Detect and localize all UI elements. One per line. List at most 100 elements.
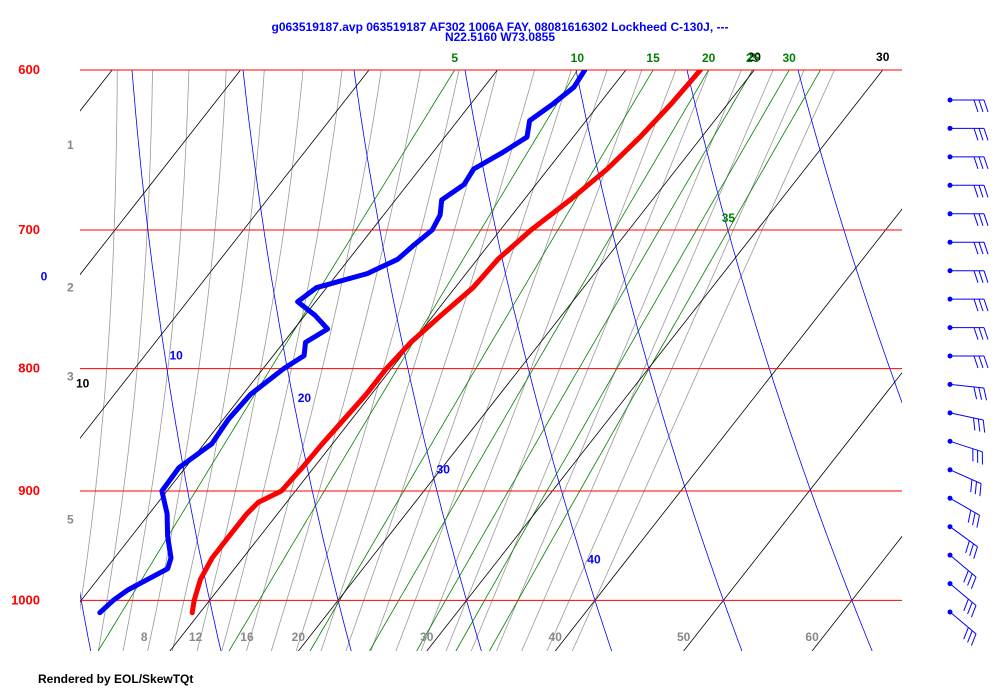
moist-adiabat-line (221, 70, 343, 651)
mixing-ratio-line (489, 70, 821, 651)
wind-barb (947, 381, 988, 401)
isotherms (80, 70, 902, 651)
wind-barb-feather (973, 99, 979, 113)
moist-adiabat-line (445, 70, 677, 651)
wind-barb-feather (978, 213, 984, 226)
pressure-tick-label: 1000 (11, 592, 40, 607)
wind-barb-feather (974, 481, 977, 495)
moist-adiabats (80, 70, 835, 651)
wind-barb-feather (973, 327, 979, 340)
mixing-ratio-line (369, 70, 709, 651)
wind-barb-feather (983, 213, 989, 226)
pressure-tick-label: 600 (18, 62, 40, 77)
mixing-ratio-line (228, 70, 578, 651)
wind-barb-feather (983, 298, 989, 312)
bottom-temperature-label: 60 (805, 630, 819, 644)
wind-barb-feather (969, 543, 974, 556)
wind-barb-feather (979, 483, 982, 497)
mixing-ratio-label: 10 (571, 51, 585, 65)
wind-barb (947, 211, 989, 226)
isotherm-tick-label: 10 (76, 377, 90, 391)
wind-barb-feather (983, 99, 989, 113)
wind-barb (947, 268, 989, 283)
wind-barb-feather (978, 327, 984, 340)
wind-barb (947, 609, 977, 646)
bottom-temperature-label: 50 (677, 630, 691, 644)
wind-barb-staff (949, 383, 984, 389)
wind-barb (947, 154, 989, 170)
wind-barb-feather (978, 185, 984, 198)
dry-adiabat-line (464, 70, 613, 651)
wind-barb-feather (972, 417, 976, 431)
wind-barb-feather (977, 450, 979, 463)
wind-barb-feather (963, 598, 969, 611)
isotherm-line (298, 70, 755, 651)
dry-adiabat-line (797, 70, 902, 404)
isotherm-tick-label: 30 (876, 50, 890, 64)
moist-adiabat-line (295, 70, 460, 651)
wind-barb-feather (982, 419, 986, 433)
wind-barb-feather (973, 270, 979, 283)
moist-adiabat-line (246, 70, 382, 651)
isotherm-line (80, 70, 498, 603)
wind-barb (947, 467, 982, 497)
bottom-temperature-label: 30 (420, 630, 434, 644)
isotherm-tick-label: 20 (748, 50, 762, 64)
isobars (80, 69, 902, 601)
isotherm-line (554, 208, 902, 651)
wind-barb (947, 438, 983, 465)
mixing-ratio-line (455, 70, 790, 651)
wind-barb-feather (983, 242, 989, 255)
wind-barb-feather (967, 510, 972, 523)
wind-barb-staff (949, 440, 983, 453)
wind-barb (947, 581, 977, 618)
chart-subtitle: N22.5160 W73.0855 (444, 30, 556, 44)
wind-barb-staff (949, 497, 980, 516)
dry-adiabat-line (353, 70, 482, 651)
dry-adiabat-label: 10 (169, 349, 183, 363)
chart-title: g063519187.avp 063519187 AF302 1006A FAY… (271, 20, 729, 34)
mixing-ratio-label: 30 (783, 51, 797, 65)
wind-barb-feather (973, 298, 979, 312)
wind-barb-feather (972, 448, 974, 462)
moist-adiabat-line (546, 70, 805, 651)
wind-barb-feather (983, 185, 989, 198)
wind-barb-staff (949, 412, 984, 421)
mixing-ratio-line (97, 70, 456, 651)
wind-barb (947, 182, 989, 198)
wind-barb-feather (983, 156, 989, 170)
wind-barb-feather (973, 128, 979, 141)
wind-barb (947, 524, 978, 559)
moist-adiabat-line (345, 70, 535, 651)
bottom-temperature-label: 16 (240, 630, 254, 644)
wind-barb-feather (978, 128, 984, 141)
wind-barb-feather (983, 270, 989, 283)
moist-adiabat-line (320, 70, 498, 651)
wind-barb (947, 410, 986, 433)
wind-barb-feather (983, 387, 988, 401)
moist-adiabat-line (80, 70, 118, 612)
wind-barb-feather (978, 387, 983, 400)
moist-adiabat-line (196, 70, 304, 651)
wind-barb-staff (949, 611, 977, 635)
wind-barb-feather (973, 242, 979, 255)
height-km-label: 5 (67, 512, 74, 526)
wind-barb-feather (978, 298, 984, 312)
moist-adiabat-line (122, 70, 190, 651)
wind-barb-feather (973, 213, 979, 226)
wind-barb-feather (977, 418, 981, 432)
wind-barb-feather (978, 242, 984, 255)
wind-barb-feather (972, 512, 976, 526)
wind-barb-feather (978, 99, 984, 113)
temperature-profile-line (189, 70, 703, 616)
wind-barb-feather (970, 605, 977, 618)
moist-adiabat-line (420, 70, 643, 651)
axis-labels: 6007008009001000203040506010510152025303… (11, 50, 890, 644)
mixing-ratio-label: 35 (722, 211, 736, 225)
bottom-temperature-label: 12 (189, 630, 203, 644)
wind-barb-staff (949, 554, 977, 578)
moist-adiabat-line (470, 70, 710, 651)
dry-adiabat-label: 30 (437, 463, 451, 477)
isotherm-line (80, 70, 370, 439)
moist-adiabat-line (571, 70, 835, 651)
